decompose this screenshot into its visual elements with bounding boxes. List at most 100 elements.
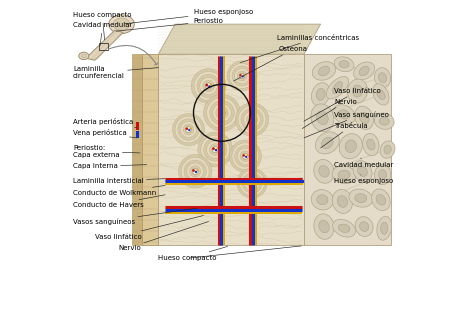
Circle shape: [254, 117, 255, 119]
Ellipse shape: [319, 220, 329, 233]
Circle shape: [208, 85, 210, 88]
Circle shape: [229, 64, 255, 88]
Circle shape: [190, 127, 191, 129]
Circle shape: [186, 127, 191, 132]
Ellipse shape: [353, 161, 372, 182]
Circle shape: [183, 124, 194, 135]
Circle shape: [217, 147, 219, 149]
Circle shape: [178, 155, 212, 188]
Circle shape: [235, 145, 256, 167]
Ellipse shape: [338, 170, 350, 179]
Circle shape: [252, 182, 254, 184]
Text: Periostio: Periostio: [116, 18, 223, 31]
Text: Hueso esponjoso: Hueso esponjoso: [334, 175, 393, 184]
Circle shape: [205, 84, 208, 87]
Text: Laminillas concéntricas: Laminillas concéntricas: [240, 35, 359, 62]
Circle shape: [245, 156, 247, 158]
Circle shape: [240, 151, 251, 162]
Circle shape: [243, 154, 248, 159]
Circle shape: [173, 114, 205, 145]
Ellipse shape: [332, 166, 356, 184]
Circle shape: [246, 154, 248, 156]
Text: Conducto de Wolkmann: Conducto de Wolkmann: [73, 185, 165, 196]
Text: Osteona: Osteona: [234, 46, 308, 81]
Circle shape: [221, 112, 224, 115]
Text: Cavidad medular: Cavidad medular: [73, 22, 132, 45]
Circle shape: [192, 168, 198, 174]
Text: Arteria perióstica: Arteria perióstica: [73, 118, 137, 128]
Ellipse shape: [360, 222, 369, 232]
Circle shape: [212, 146, 219, 153]
Text: Capa interna: Capa interna: [73, 163, 146, 169]
Text: Vena perióstica: Vena perióstica: [73, 129, 137, 138]
Text: Hueso compacto: Hueso compacto: [73, 12, 132, 40]
Ellipse shape: [311, 190, 333, 210]
Ellipse shape: [333, 219, 356, 237]
Circle shape: [203, 80, 214, 92]
Text: Trabécula: Trabécula: [320, 123, 368, 148]
Ellipse shape: [377, 216, 392, 240]
Ellipse shape: [339, 134, 362, 159]
Ellipse shape: [366, 139, 375, 150]
Ellipse shape: [373, 84, 389, 105]
Ellipse shape: [372, 189, 390, 211]
Circle shape: [194, 72, 223, 100]
Ellipse shape: [345, 140, 356, 153]
Polygon shape: [158, 54, 304, 245]
Ellipse shape: [355, 194, 367, 203]
Ellipse shape: [381, 222, 388, 234]
Circle shape: [178, 119, 199, 140]
Ellipse shape: [109, 15, 134, 34]
Ellipse shape: [317, 195, 328, 205]
Text: Nervio: Nervio: [302, 99, 357, 128]
Text: Vaso sanguíneo: Vaso sanguíneo: [304, 111, 389, 138]
Circle shape: [190, 166, 201, 177]
Circle shape: [186, 127, 191, 132]
Circle shape: [245, 175, 260, 191]
Circle shape: [249, 181, 252, 183]
Circle shape: [246, 114, 258, 125]
Circle shape: [181, 122, 197, 137]
Polygon shape: [142, 54, 158, 245]
Polygon shape: [158, 24, 320, 54]
Circle shape: [205, 83, 212, 89]
Circle shape: [207, 141, 224, 158]
Circle shape: [244, 111, 260, 128]
Polygon shape: [86, 30, 123, 60]
Circle shape: [197, 74, 220, 98]
Circle shape: [213, 103, 231, 122]
Ellipse shape: [384, 145, 391, 154]
Ellipse shape: [374, 113, 394, 129]
Ellipse shape: [338, 110, 350, 119]
Circle shape: [237, 148, 254, 164]
Ellipse shape: [315, 132, 339, 154]
Circle shape: [239, 73, 245, 79]
Bar: [136, 130, 139, 138]
Text: Vasos sanguíneos: Vasos sanguíneos: [73, 208, 197, 225]
Circle shape: [201, 135, 230, 164]
Circle shape: [210, 84, 212, 86]
Circle shape: [188, 129, 191, 131]
Ellipse shape: [363, 133, 379, 156]
Ellipse shape: [378, 73, 387, 83]
Ellipse shape: [321, 137, 333, 149]
Ellipse shape: [337, 196, 347, 207]
Circle shape: [212, 147, 215, 150]
Circle shape: [249, 117, 255, 123]
Circle shape: [252, 119, 254, 121]
Circle shape: [195, 171, 197, 173]
Circle shape: [216, 107, 228, 119]
Bar: [99, 43, 108, 50]
Circle shape: [249, 180, 255, 186]
Text: Conducto de Havers: Conducto de Havers: [73, 195, 165, 208]
Text: Nervio: Nervio: [118, 221, 209, 251]
Circle shape: [215, 149, 218, 152]
Circle shape: [239, 74, 245, 79]
Ellipse shape: [349, 189, 373, 207]
Bar: [136, 122, 139, 129]
Circle shape: [210, 144, 221, 155]
Ellipse shape: [314, 214, 334, 239]
Text: Vaso linfático: Vaso linfático: [304, 88, 381, 121]
Circle shape: [243, 74, 245, 76]
Circle shape: [206, 83, 211, 89]
